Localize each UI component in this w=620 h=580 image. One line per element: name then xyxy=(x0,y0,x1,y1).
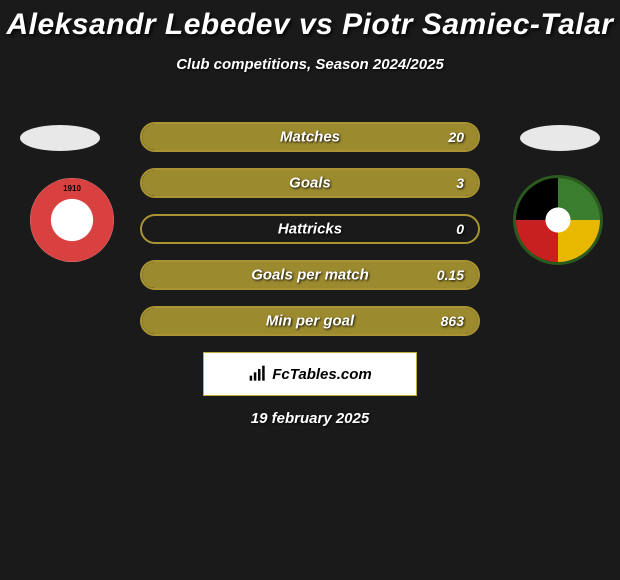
stat-label: Min per goal xyxy=(266,313,354,330)
fctables-logo-icon xyxy=(248,365,268,383)
stat-row: Goals 3 xyxy=(140,168,480,198)
player-left-placeholder xyxy=(20,125,100,151)
stat-value-right: 863 xyxy=(441,313,464,329)
stat-value-right: 20 xyxy=(448,129,464,145)
stat-row: Matches 20 xyxy=(140,122,480,152)
stat-label: Goals xyxy=(289,175,331,192)
player-right-placeholder xyxy=(520,125,600,151)
club-badge-left xyxy=(30,178,114,262)
branding-text: FcTables.com xyxy=(272,366,371,383)
stat-value-right: 3 xyxy=(456,175,464,191)
stat-label: Goals per match xyxy=(251,267,369,284)
stat-row: Hattricks 0 xyxy=(140,214,480,244)
stat-label: Hattricks xyxy=(278,221,342,238)
stats-panel: Matches 20 Goals 3 Hattricks 0 Goals per match… xyxy=(140,122,480,352)
page-title: Aleksandr Lebedev vs Piotr Samiec-Talar xyxy=(0,0,620,42)
stat-row: Goals per match 0.15 xyxy=(140,260,480,290)
date-text: 19 february 2025 xyxy=(251,410,369,427)
stat-row: Min per goal 863 xyxy=(140,306,480,336)
stat-value-right: 0 xyxy=(456,221,464,237)
page-subtitle: Club competitions, Season 2024/2025 xyxy=(0,56,620,73)
branding-box: FcTables.com xyxy=(203,352,417,396)
club-badge-right xyxy=(516,178,600,262)
stat-value-right: 0.15 xyxy=(437,267,464,283)
stat-label: Matches xyxy=(280,129,340,146)
